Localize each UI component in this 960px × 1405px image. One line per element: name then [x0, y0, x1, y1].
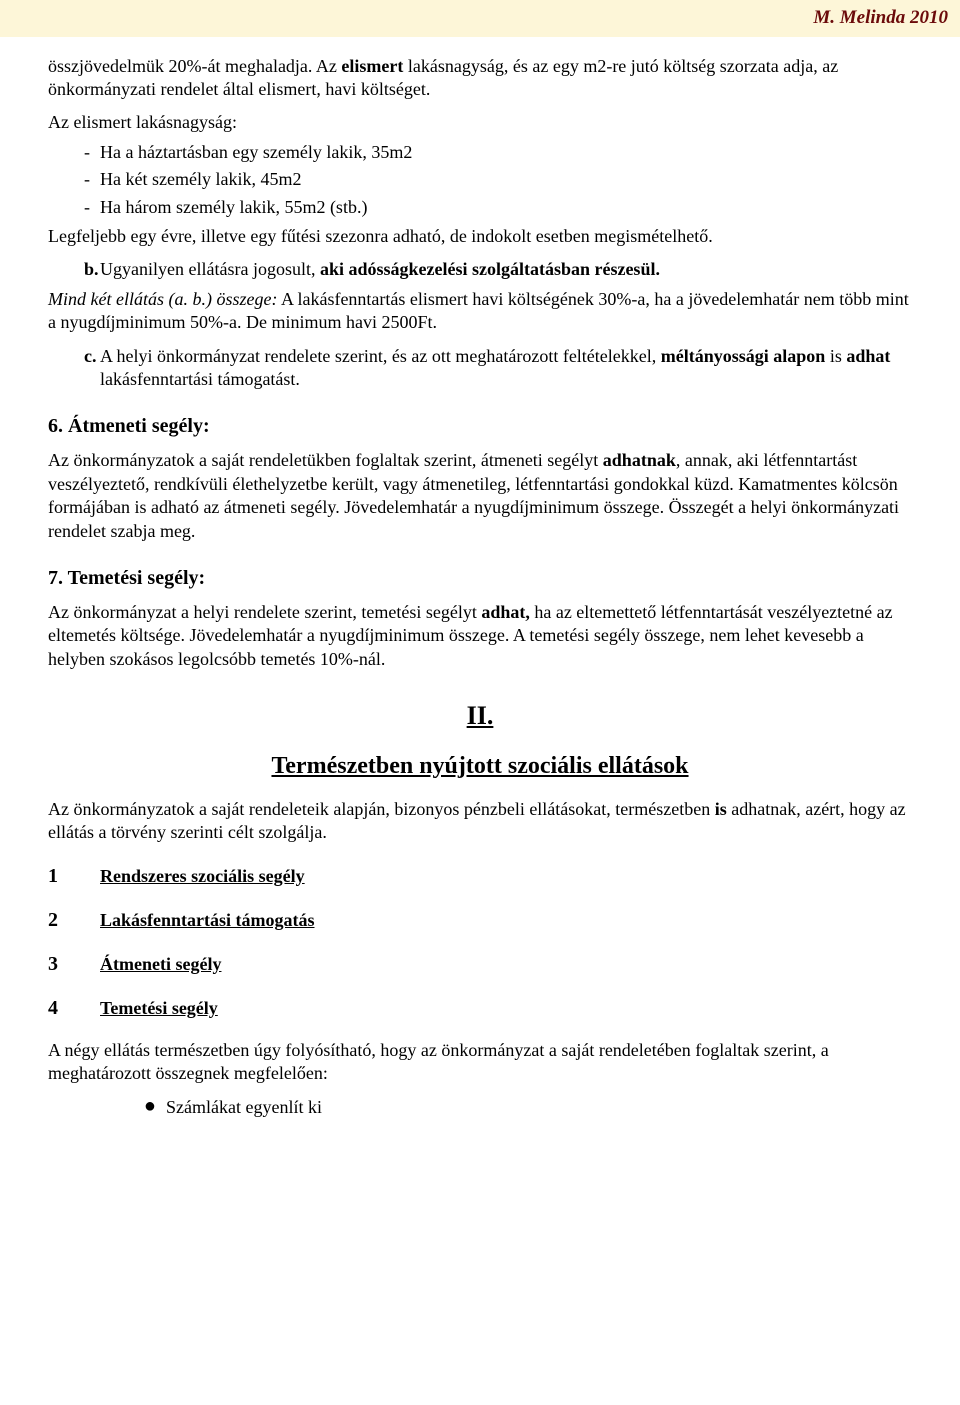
lettered-item-c: c. A helyi önkormányzat rendelete szerin…: [48, 345, 912, 392]
header-author-year: M. Melinda 2010: [813, 7, 948, 28]
text-bold: elismert: [341, 56, 403, 76]
document-body: összjövedelmük 20%-át meghaladja. Az eli…: [0, 55, 960, 1167]
part-2-roman: II.: [48, 699, 912, 733]
text-bold: méltányossági alapon: [661, 346, 826, 366]
text: lakásfenntartási támogatást.: [100, 369, 300, 389]
intro-paragraph-3: Legfeljebb egy évre, illetve egy fűtési …: [48, 225, 912, 248]
lettered-item-b: b. Ugyanilyen ellátásra jogosult, aki ad…: [48, 258, 912, 281]
text: is: [825, 346, 846, 366]
text: A helyi önkormányzat rendelete szerint, …: [100, 346, 661, 366]
list-item: 4 Temetési segély: [48, 995, 912, 1021]
section-6-title: 6. Átmeneti segély:: [48, 413, 912, 439]
text: Ugyanilyen ellátásra jogosult,: [100, 259, 320, 279]
section-7-title: 7. Temetési segély:: [48, 565, 912, 591]
text-bold: adhatnak: [603, 450, 676, 470]
bullet-text: Számlákat egyenlít ki: [166, 1096, 912, 1119]
list-item-text: Ha három személy lakik, 55m2 (stb.): [100, 196, 912, 219]
item-label: Átmeneti segély: [100, 953, 221, 976]
section-7-paragraph: Az önkormányzat a helyi rendelete szerin…: [48, 601, 912, 671]
bullet-icon: ●: [48, 1096, 166, 1119]
page-header-band: M. Melinda 2010: [0, 0, 960, 37]
dash-icon: -: [48, 168, 100, 191]
text-bold: aki adósságkezelési szolgáltatásban rész…: [320, 259, 660, 279]
text-bold: adhat: [846, 346, 890, 366]
section-6-paragraph: Az önkormányzatok a saját rendeletükben …: [48, 449, 912, 543]
dash-icon: -: [48, 141, 100, 164]
item-number: 3: [48, 951, 100, 977]
letter-text: Ugyanilyen ellátásra jogosult, aki adóss…: [100, 258, 912, 281]
list-item: - Ha a háztartásban egy személy lakik, 3…: [48, 141, 912, 164]
intro-paragraph-1: összjövedelmük 20%-át meghaladja. Az eli…: [48, 55, 912, 102]
text: Az önkormányzatok a saját rendeletükben …: [48, 450, 603, 470]
list-item: - Ha három személy lakik, 55m2 (stb.): [48, 196, 912, 219]
list-item-text: Ha két személy lakik, 45m2: [100, 168, 912, 191]
dash-icon: -: [48, 196, 100, 219]
text-bold: is: [715, 799, 727, 819]
intro-paragraph-2: Az elismert lakásnagyság:: [48, 111, 912, 134]
text: összjövedelmük 20%-át meghaladja. Az: [48, 56, 341, 76]
letter-label: b.: [48, 258, 100, 281]
list-item: 1 Rendszeres szociális segély: [48, 863, 912, 889]
text-italic: Mind két ellátás (a. b.) összege:: [48, 289, 277, 309]
list-item-text: Ha a háztartásban egy személy lakik, 35m…: [100, 141, 912, 164]
item-label: Rendszeres szociális segély: [100, 865, 305, 888]
letter-label: c.: [48, 345, 100, 392]
item-number: 1: [48, 863, 100, 889]
dash-list: - Ha a háztartásban egy személy lakik, 3…: [48, 141, 912, 219]
part-2-title: Természetben nyújtott szociális ellátáso…: [48, 751, 912, 782]
item-label: Lakásfenntartási támogatás: [100, 909, 315, 932]
letter-text: A helyi önkormányzat rendelete szerint, …: [100, 345, 912, 392]
item-label: Temetési segély: [100, 997, 218, 1020]
list-item: 2 Lakásfenntartási támogatás: [48, 907, 912, 933]
part-2-intro: Az önkormányzatok a saját rendeleteik al…: [48, 798, 912, 845]
item-number: 2: [48, 907, 100, 933]
text-bold: adhat,: [481, 602, 530, 622]
part-2-closing: A négy ellátás természetben úgy folyósít…: [48, 1039, 912, 1086]
bullet-item: ● Számlákat egyenlít ki: [48, 1096, 912, 1119]
item-number: 4: [48, 995, 100, 1021]
list-item: - Ha két személy lakik, 45m2: [48, 168, 912, 191]
list-item: 3 Átmeneti segély: [48, 951, 912, 977]
text: Az önkormányzat a helyi rendelete szerin…: [48, 602, 481, 622]
mind-paragraph: Mind két ellátás (a. b.) összege: A laká…: [48, 288, 912, 335]
numbered-list: 1 Rendszeres szociális segély 2 Lakásfen…: [48, 863, 912, 1021]
text: Az önkormányzatok a saját rendeleteik al…: [48, 799, 715, 819]
